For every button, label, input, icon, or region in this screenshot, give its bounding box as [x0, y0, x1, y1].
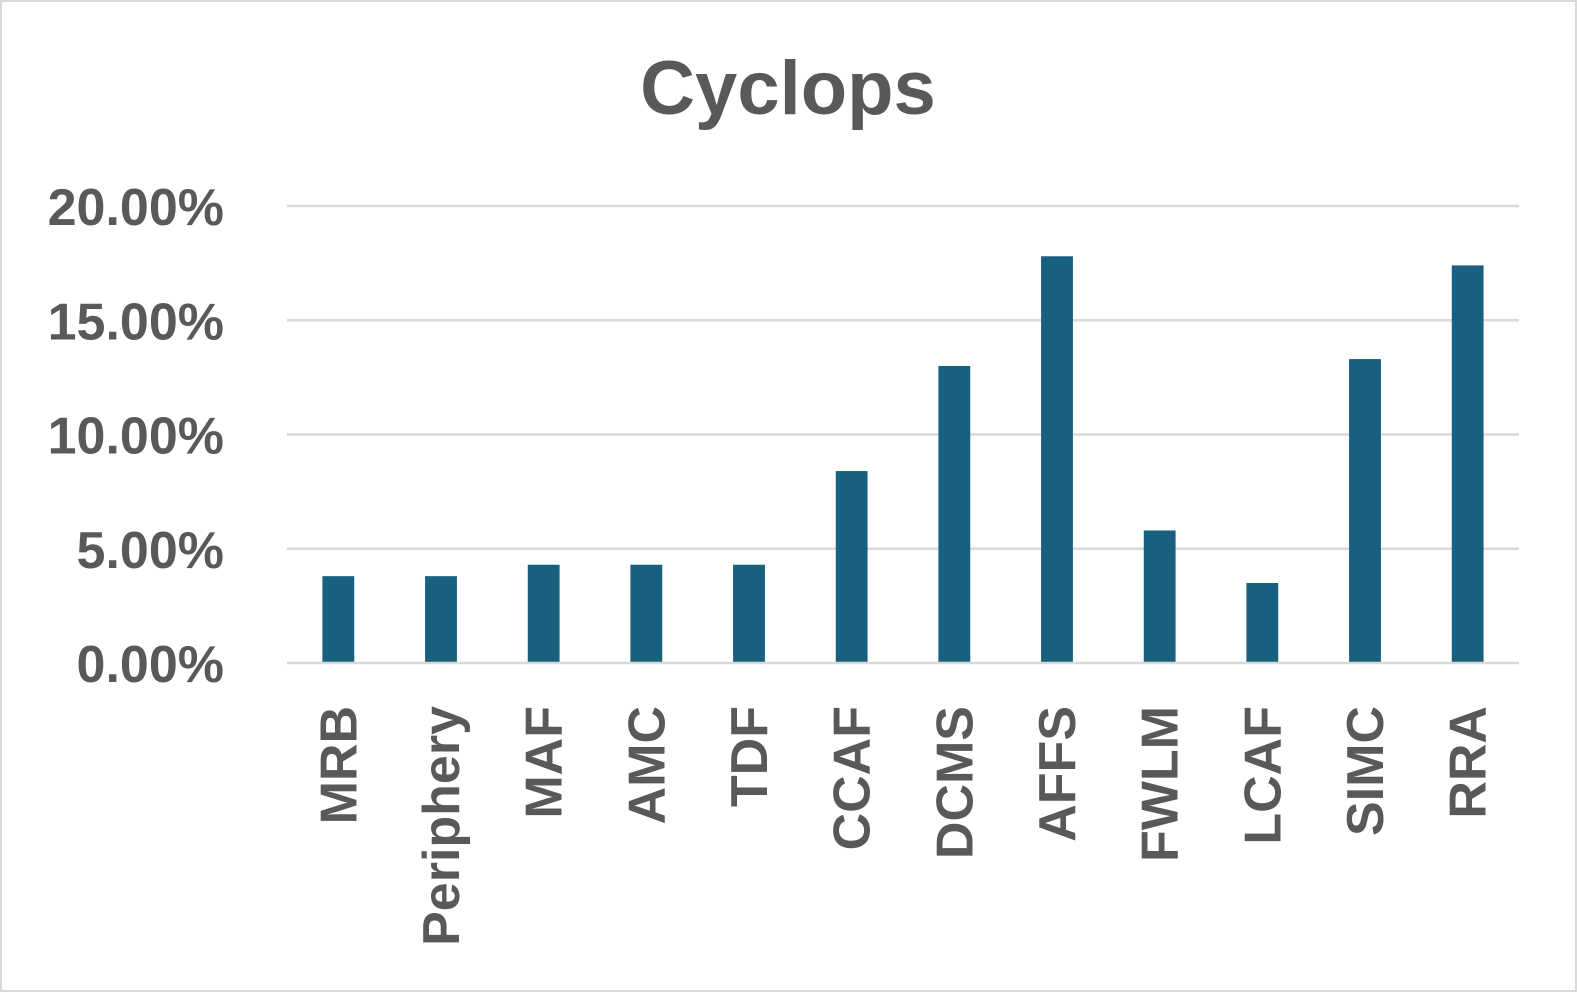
- category-label: LCAF: [1234, 706, 1292, 845]
- category-label: RRA: [1440, 706, 1498, 819]
- category-label: Periphery: [413, 706, 471, 946]
- category-label: AFFS: [1029, 706, 1087, 842]
- bars: [322, 256, 1484, 663]
- category-label: MAF: [516, 706, 574, 819]
- y-tick-label: 5.00%: [77, 522, 224, 580]
- bar-fwlm: [1143, 530, 1176, 663]
- bar-rra: [1451, 265, 1484, 663]
- x-axis-category-labels: MRB Periphery MAF AMC TDF CCAF DCMS AFFS FWLM LCA…: [310, 706, 1497, 946]
- y-tick-label: 0.00%: [77, 636, 224, 694]
- category-label: TDF: [721, 706, 779, 807]
- bar-affs: [1041, 256, 1073, 663]
- gridlines: [287, 204, 1519, 550]
- bar-periphery: [425, 576, 457, 663]
- category-label: AMC: [618, 706, 676, 824]
- category-label: FWLM: [1132, 706, 1190, 862]
- y-axis-tick-labels: 0.00% 5.00% 10.00% 15.00% 20.00%: [48, 179, 224, 694]
- category-label: MRB: [310, 706, 368, 824]
- bar-mrb: [322, 576, 355, 663]
- category-label: SIMC: [1337, 706, 1395, 836]
- bar-dcms: [938, 365, 971, 663]
- y-tick-label: 20.00%: [48, 179, 224, 237]
- y-tick-label: 15.00%: [48, 293, 224, 351]
- bar-amc: [630, 564, 663, 663]
- category-label: DCMS: [926, 706, 984, 859]
- bar-maf: [527, 564, 560, 663]
- category-label: CCAF: [824, 706, 882, 850]
- bar-simc: [1349, 359, 1381, 663]
- y-tick-label: 10.00%: [48, 408, 224, 466]
- bar-lcaf: [1246, 583, 1279, 663]
- chart-title: Cyclops: [640, 46, 936, 131]
- bar-ccaf: [835, 471, 868, 663]
- bar-tdf: [733, 564, 765, 663]
